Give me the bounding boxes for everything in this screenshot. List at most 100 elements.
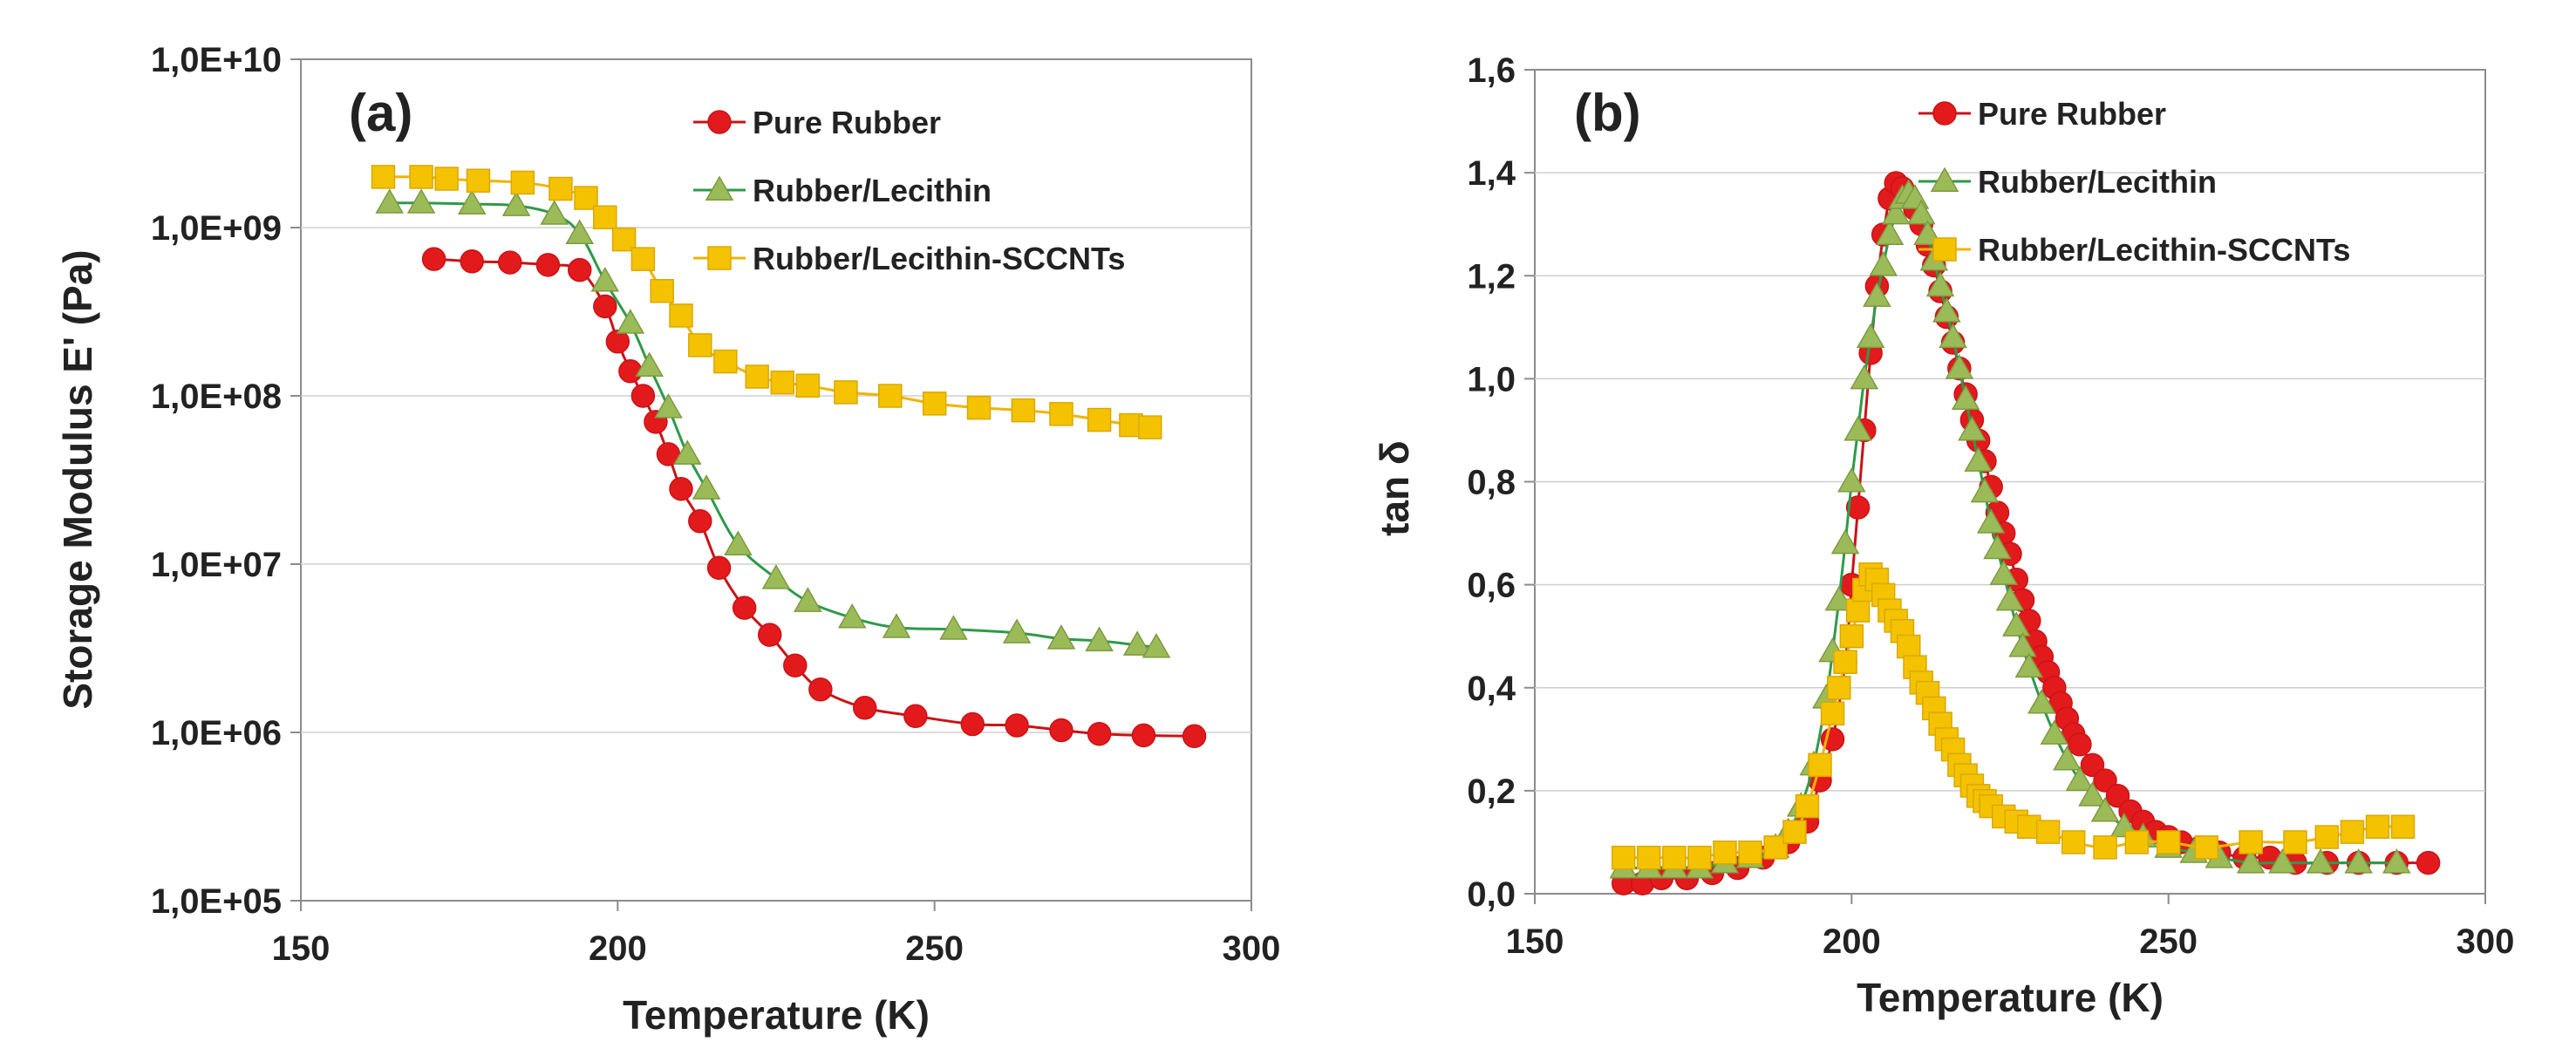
legend-label: Rubber/Lecithin <box>1978 164 2217 200</box>
data-point-rubber-lecithin <box>1951 385 1980 410</box>
data-point-rubber-lecithin-sccnts <box>966 395 992 420</box>
data-point-rubber-lecithin <box>375 188 405 214</box>
y-tick-label: 1,4 <box>1467 154 1516 193</box>
data-point-rubber-lecithin-sccnts <box>2124 830 2150 854</box>
data-point-rubber-lecithin <box>654 393 683 419</box>
series-group <box>371 165 1207 749</box>
data-point-rubber-lecithin-sccnts <box>1833 650 1857 674</box>
data-point-rubber-lecithin-sccnts <box>593 205 617 230</box>
data-point-rubber-lecithin <box>1002 618 1032 643</box>
data-point-rubber-lecithin <box>2014 652 2044 678</box>
y-tick-label: 1,6 <box>1467 51 1516 90</box>
x-tick-label: 250 <box>905 929 964 968</box>
data-point-rubber-lecithin-sccnts <box>2283 830 2307 854</box>
data-point-rubber-lecithin-sccnts <box>1713 841 1737 865</box>
plot-area-frame <box>300 58 1252 902</box>
data-point-rubber-lecithin <box>1875 220 1905 245</box>
series-rubber-lecithin <box>375 188 1171 658</box>
data-point-rubber-lecithin <box>1906 199 1936 225</box>
data-point-rubber-lecithin <box>1863 282 1891 307</box>
data-point-rubber-lecithin-sccnts <box>1087 407 1112 432</box>
data-point-rubber-lecithin <box>1843 415 1872 441</box>
data-point-pure-rubber <box>2080 752 2105 778</box>
legend-item-pure-rubber: Pure Rubber <box>1918 96 2166 132</box>
data-point-rubber-lecithin-sccnts <box>2365 814 2390 839</box>
data-point-rubber-lecithin-sccnts <box>2314 825 2340 849</box>
data-point-pure-rubber <box>757 623 782 647</box>
data-point-pure-rubber <box>593 294 617 319</box>
y-axis-title: Storage Modulus E' (Pa) <box>55 249 100 709</box>
x-axis-title: Temperature (K) <box>623 992 930 1038</box>
data-point-rubber-lecithin-sccnts <box>1845 598 1871 623</box>
data-point-pure-rubber <box>960 711 985 737</box>
data-point-rubber-lecithin-sccnts <box>466 168 491 193</box>
panel-label: (a) <box>349 84 412 142</box>
y-tick-label: 1,0E+08 <box>151 378 282 416</box>
legend-marker <box>1930 167 1959 192</box>
data-point-rubber-lecithin-sccnts <box>630 247 656 271</box>
data-point-rubber-lecithin <box>1964 446 1993 472</box>
data-point-rubber-lecithin <box>837 603 867 629</box>
legend-marker <box>705 175 734 201</box>
legend: Pure Rubber Rubber/Lecithin Rubber/Lecithi… <box>1918 96 2350 268</box>
data-point-rubber-lecithin <box>1958 415 1987 441</box>
data-point-rubber-lecithin <box>1881 199 1911 225</box>
x-tick-label: 300 <box>2457 922 2515 961</box>
data-point-rubber-lecithin <box>2344 848 2373 874</box>
data-point-rubber-lecithin <box>501 191 531 216</box>
data-point-rubber-lecithin <box>1925 271 1955 297</box>
data-point-pure-rubber <box>852 696 877 720</box>
panel-label: (b) <box>1574 84 1641 142</box>
data-point-rubber-lecithin-sccnts <box>1049 402 1073 426</box>
data-point-rubber-lecithin <box>692 474 721 500</box>
y-tick-label: 1,0E+09 <box>151 209 282 248</box>
data-point-pure-rubber <box>2105 784 2130 808</box>
data-point-rubber-lecithin-sccnts <box>745 364 769 389</box>
data-point-rubber-lecithin-sccnts <box>2390 814 2416 839</box>
data-point-pure-rubber <box>1049 718 1073 743</box>
data-point-pure-rubber <box>1087 721 1112 746</box>
data-point-rubber-lecithin-sccnts <box>713 349 738 374</box>
data-point-rubber-lecithin <box>616 309 645 334</box>
data-point-rubber-lecithin-sccnts <box>922 391 947 416</box>
data-point-rubber-lecithin <box>540 200 569 225</box>
legend-marker <box>1932 101 1957 126</box>
legend-marker <box>1932 237 1957 262</box>
data-point-rubber-lecithin <box>1141 632 1171 658</box>
y-tick-label: 1,0E+07 <box>151 546 282 584</box>
data-point-rubber-lecithin <box>635 351 664 378</box>
data-point-pure-rubber <box>2416 850 2441 875</box>
data-point-rubber-lecithin-sccnts <box>1896 634 1921 659</box>
data-point-pure-rubber <box>460 248 484 274</box>
data-point-rubber-lecithin-sccnts <box>2239 830 2263 854</box>
data-point-rubber-lecithin <box>794 587 822 612</box>
data-point-rubber-lecithin <box>1995 585 2025 611</box>
data-point-rubber-lecithin-sccnts <box>770 370 795 395</box>
x-axis-title: Temperature (K) <box>1857 975 2164 1020</box>
legend-label: Rubber/Lecithin <box>753 173 992 208</box>
data-point-pure-rubber <box>808 677 833 702</box>
legend-label: Pure Rubber <box>753 105 941 140</box>
data-point-rubber-lecithin <box>1830 528 1860 555</box>
data-point-rubber-lecithin-sccnts <box>669 303 693 328</box>
y-tick-label: 0,4 <box>1467 670 1516 708</box>
data-point-rubber-lecithin <box>1989 560 2019 585</box>
data-point-rubber-lecithin-sccnts <box>2061 830 2086 854</box>
data-point-rubber-lecithin <box>1824 585 1854 611</box>
data-point-rubber-lecithin <box>2027 688 2056 714</box>
axes: 0,0 0,2 0,4 0,6 0,8 1,0 1,2 1,4 1,6 150 200 250 300 <box>1467 51 2514 961</box>
data-point-rubber-lecithin-sccnts <box>688 333 712 357</box>
data-point-rubber-lecithin-sccnts <box>1137 415 1162 439</box>
data-point-rubber-lecithin-sccnts <box>1782 820 1807 844</box>
data-point-rubber-lecithin-sccnts <box>1839 623 1864 649</box>
data-point-pure-rubber <box>421 247 446 271</box>
data-point-rubber-lecithin-sccnts <box>409 165 433 189</box>
data-point-rubber-lecithin-sccnts <box>434 167 459 191</box>
data-point-rubber-lecithin-sccnts <box>1808 752 1832 778</box>
data-point-rubber-lecithin <box>2306 848 2335 874</box>
data-point-rubber-lecithin-sccnts <box>549 176 573 201</box>
series-line-pure-rubber <box>1623 181 2429 886</box>
data-point-rubber-lecithin <box>1046 624 1076 650</box>
